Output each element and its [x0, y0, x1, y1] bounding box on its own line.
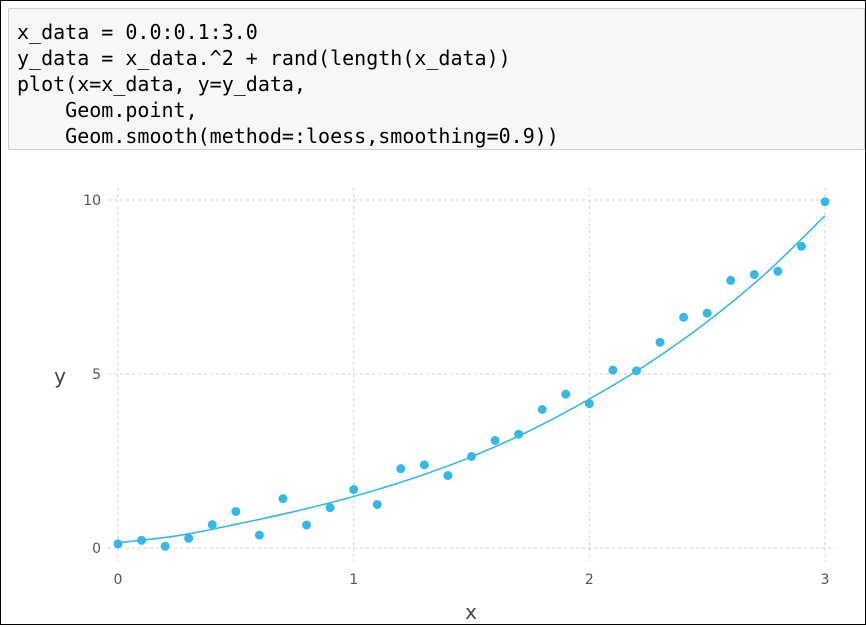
data-point: [561, 389, 571, 399]
x-tick-label: 0: [114, 572, 123, 588]
data-point: [443, 471, 453, 481]
code-line: plot(x=x_data, y=y_data,: [17, 72, 306, 96]
data-point: [372, 500, 382, 509]
data-point: [655, 337, 665, 347]
x-axis-label: x: [465, 600, 477, 624]
data-point: [325, 503, 335, 513]
code-line: y_data = x_data.^2 + rand(length(x_data)…: [17, 46, 511, 70]
x-tick-label: 1: [349, 572, 358, 588]
data-point: [113, 539, 123, 549]
tick-labels: 0 1 2 3 0 5 10: [83, 193, 829, 588]
code-line: Geom.smooth(method=:loess,smoothing=0.9)…: [17, 124, 559, 148]
plot-output: 0 1 2 3 0 5 10 x y: [1, 151, 865, 624]
data-point: [467, 451, 476, 461]
data-point: [796, 241, 806, 251]
x-tick-label: 3: [821, 572, 830, 588]
data-point: [160, 541, 170, 551]
data-point: [349, 485, 359, 495]
data-point: [608, 365, 618, 375]
x-tick-label: 2: [585, 572, 594, 588]
data-point: [490, 435, 500, 445]
data-point: [820, 197, 830, 207]
code-line: Geom.point,: [17, 98, 198, 122]
data-point: [419, 460, 429, 470]
data-point: [679, 312, 689, 322]
y-axis-label: y: [54, 364, 66, 388]
data-point: [254, 530, 264, 540]
smooth-line-layer: [117, 215, 826, 544]
data-point: [231, 506, 241, 516]
code-cell[interactable]: x_data = 0.0:0.1:3.0 y_data = x_data.^2 …: [8, 8, 865, 150]
y-tick-label: 0: [92, 541, 101, 557]
smooth-line: [117, 215, 826, 544]
data-point: [302, 520, 312, 530]
code-line: x_data = 0.0:0.1:3.0: [17, 20, 258, 44]
data-point: [514, 429, 524, 439]
data-point: [396, 464, 406, 474]
y-tick-label: 5: [92, 367, 101, 383]
data-point: [137, 535, 147, 545]
data-point: [278, 494, 288, 504]
data-point: [631, 366, 641, 376]
data-point: [749, 269, 759, 279]
data-point: [702, 308, 712, 318]
scatter-plot: 0 1 2 3 0 5 10 x y: [54, 188, 835, 624]
data-point: [773, 266, 783, 276]
data-point: [584, 399, 594, 409]
data-point: [184, 533, 194, 543]
data-point: [207, 520, 217, 530]
data-point: [726, 275, 736, 285]
points-layer: [113, 197, 830, 551]
data-point: [537, 404, 547, 414]
y-tick-label: 10: [83, 193, 101, 209]
grid: [108, 188, 835, 561]
